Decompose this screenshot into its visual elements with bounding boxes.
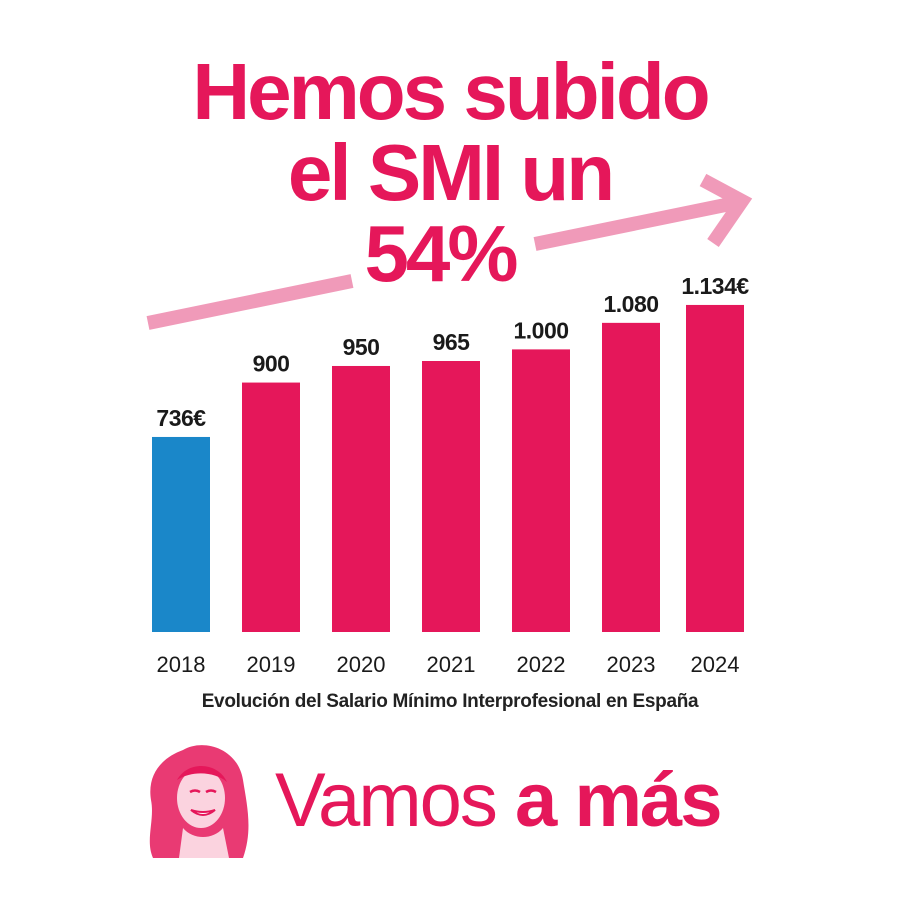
bar-2023 [602,322,660,632]
slogan-light: Vamos [275,758,498,843]
data-label-2020: 950 [343,334,380,360]
x-tick-label-2018: 2018 [157,652,206,677]
x-tick-label-2021: 2021 [427,652,476,677]
arrow-shaft-right [533,195,742,251]
bar-2020 [332,365,390,632]
slogan-bold-b: más [574,758,722,843]
arrow-head [699,173,753,247]
headline-line-2: el SMI un [287,128,615,217]
data-label-2022: 1.000 [513,317,568,343]
portrait-illustration-icon [149,745,249,858]
bar-chart: 54% 736€ 2018 900 2019 950 2020 965 2021 1.000 20… [146,173,753,677]
data-label-2018: 736€ [156,405,206,431]
data-label-2021: 965 [433,329,471,355]
slogan-bold-a: a [515,758,557,843]
headline-line-1: Hemos subido [192,47,710,136]
x-tick-label-2022: 2022 [517,652,566,677]
bar-2024 [686,304,744,632]
slogan: Vamos a más [275,763,723,839]
bar-2019 [242,382,300,632]
bar-2022 [512,349,570,632]
bar-2021 [422,361,480,632]
growth-arrow-icon [146,173,753,330]
headline-line-3: 54% [364,209,517,298]
x-tick-label-2024: 2024 [691,652,740,677]
data-label-2019: 900 [253,351,290,377]
x-tick-label-2020: 2020 [337,652,386,677]
x-tick-label-2019: 2019 [247,652,296,677]
data-label-2024: 1.134€ [681,273,749,299]
bar-2018 [152,436,210,632]
arrow-shaft-left [146,274,354,330]
x-tick-label-2023: 2023 [607,652,656,677]
data-label-2023: 1.080 [603,291,658,317]
chart-caption: Evolución del Salario Mínimo Interprofes… [201,691,699,712]
